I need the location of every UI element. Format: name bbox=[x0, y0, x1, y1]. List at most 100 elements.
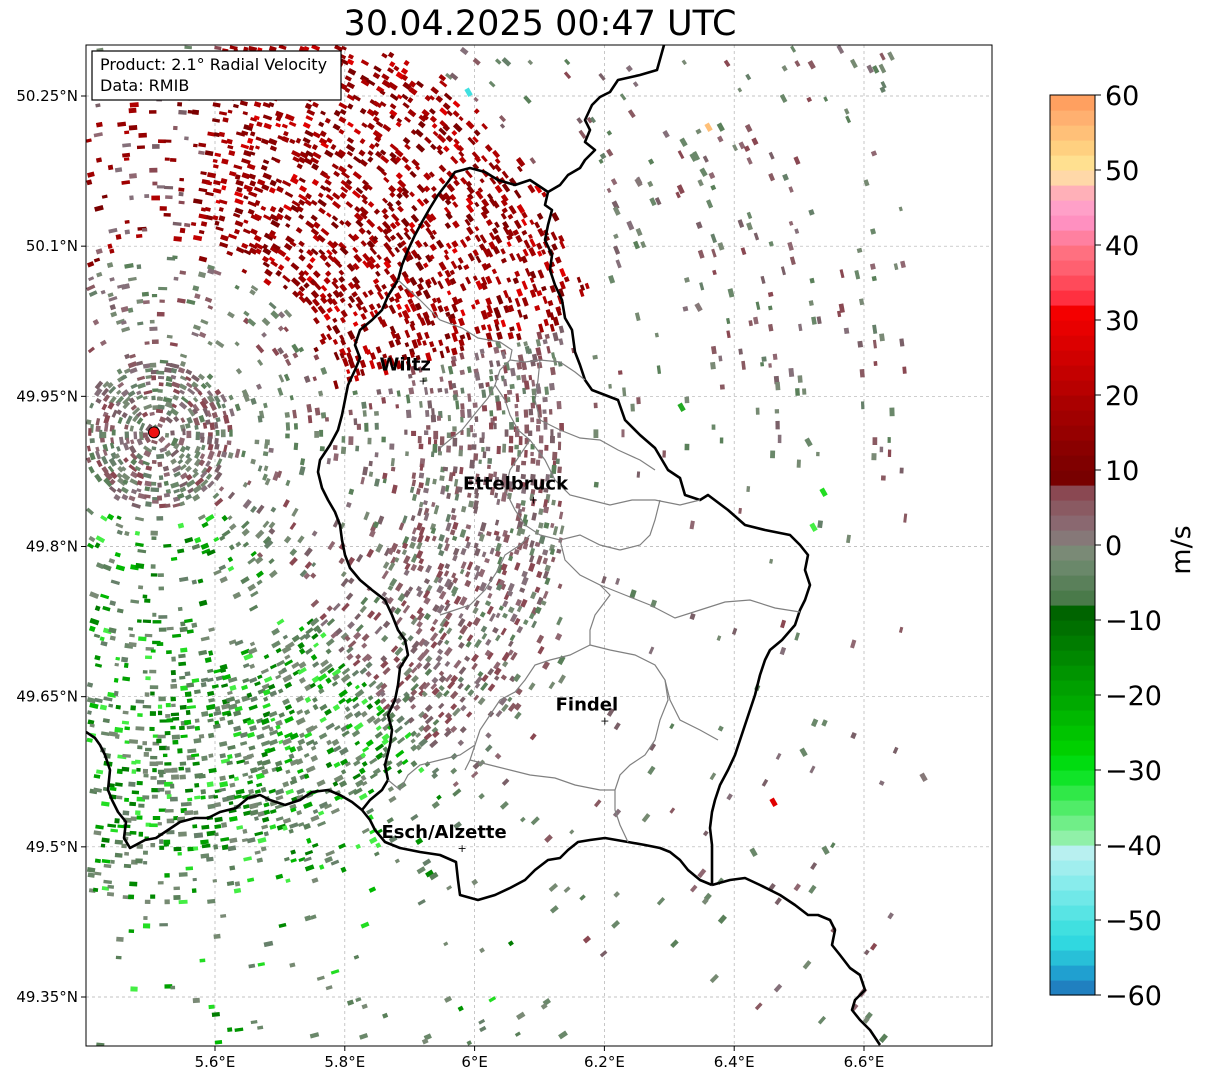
velocity-gate bbox=[107, 823, 117, 828]
velocity-gate bbox=[401, 309, 410, 320]
velocity-gate bbox=[246, 731, 255, 739]
velocity-gate bbox=[472, 136, 479, 143]
velocity-gate bbox=[212, 492, 220, 500]
velocity-gate bbox=[323, 803, 333, 810]
colorbar-tick-label: 60 bbox=[1105, 81, 1139, 112]
velocity-gate bbox=[339, 316, 346, 324]
velocity-gate bbox=[198, 331, 207, 339]
velocity-gate bbox=[213, 668, 223, 674]
velocity-gate bbox=[247, 200, 258, 208]
velocity-gate bbox=[593, 799, 602, 808]
velocity-gate bbox=[192, 471, 200, 479]
velocity-gate bbox=[798, 323, 803, 332]
velocity-gate bbox=[536, 404, 542, 412]
velocity-gate bbox=[473, 108, 480, 115]
velocity-gate bbox=[298, 295, 307, 304]
colorbar-tick-label: −50 bbox=[1105, 906, 1162, 937]
velocity-gate bbox=[396, 242, 403, 249]
velocity-gate bbox=[397, 768, 403, 775]
velocity-gate bbox=[410, 760, 418, 768]
velocity-gate bbox=[444, 198, 452, 206]
velocity-gate bbox=[422, 197, 430, 205]
velocity-gate bbox=[396, 736, 406, 745]
velocity-gate bbox=[388, 296, 395, 303]
velocity-gate bbox=[352, 233, 360, 241]
velocity-gate bbox=[187, 387, 196, 396]
colorbar-segment bbox=[1050, 425, 1095, 441]
velocity-gate bbox=[263, 465, 269, 472]
velocity-gate bbox=[549, 382, 555, 391]
velocity-gate bbox=[459, 46, 469, 56]
velocity-gate bbox=[768, 241, 774, 247]
velocity-gate bbox=[709, 973, 719, 984]
velocity-gate bbox=[453, 659, 462, 669]
velocity-gate bbox=[340, 179, 348, 187]
velocity-gate bbox=[320, 227, 330, 237]
velocity-gate bbox=[268, 102, 275, 108]
velocity-gate bbox=[521, 280, 528, 290]
velocity-gate bbox=[116, 409, 122, 416]
velocity-gate bbox=[507, 702, 517, 712]
velocity-gate bbox=[333, 380, 339, 390]
velocity-gate bbox=[184, 493, 193, 501]
velocity-gate bbox=[551, 464, 557, 474]
velocity-gate bbox=[794, 632, 800, 641]
velocity-gate bbox=[107, 243, 113, 249]
velocity-gate bbox=[486, 530, 492, 537]
velocity-gate bbox=[297, 738, 306, 746]
velocity-gate bbox=[344, 712, 354, 720]
velocity-gate bbox=[382, 472, 388, 480]
velocity-gate bbox=[135, 810, 141, 816]
velocity-gate bbox=[109, 600, 117, 606]
velocity-gate bbox=[192, 877, 197, 882]
velocity-gate bbox=[418, 558, 425, 565]
velocity-gate bbox=[130, 404, 138, 411]
velocity-gate bbox=[485, 297, 493, 306]
velocity-gate bbox=[317, 683, 324, 691]
velocity-gate bbox=[278, 922, 287, 929]
velocity-gate bbox=[215, 401, 222, 409]
velocity-gate bbox=[299, 151, 309, 159]
velocity-gate bbox=[221, 451, 228, 458]
velocity-gate bbox=[158, 615, 168, 619]
velocity-gate bbox=[866, 64, 874, 74]
velocity-gate bbox=[410, 563, 418, 572]
velocity-gate bbox=[88, 465, 95, 474]
velocity-gate bbox=[746, 486, 751, 493]
velocity-gate bbox=[468, 500, 475, 508]
velocity-gate bbox=[368, 836, 378, 845]
velocity-gate bbox=[281, 737, 292, 746]
velocity-gate bbox=[298, 248, 304, 254]
velocity-gate bbox=[262, 702, 271, 709]
velocity-gate bbox=[214, 720, 220, 725]
velocity-gate bbox=[726, 317, 731, 325]
velocity-gate bbox=[185, 479, 196, 488]
velocity-gate bbox=[403, 231, 412, 241]
velocity-gate bbox=[362, 291, 369, 299]
velocity-gate bbox=[438, 127, 447, 136]
velocity-gate bbox=[360, 193, 368, 201]
velocity-gate bbox=[557, 655, 566, 666]
velocity-gate bbox=[289, 732, 299, 741]
velocity-gate bbox=[88, 428, 92, 436]
velocity-gate bbox=[136, 417, 144, 425]
velocity-gate bbox=[312, 151, 322, 160]
velocity-gate bbox=[452, 426, 457, 432]
velocity-gate bbox=[297, 290, 305, 298]
velocity-gate bbox=[419, 317, 427, 327]
colorbar-segment bbox=[1050, 845, 1095, 861]
velocity-gate bbox=[139, 431, 144, 441]
velocity-gate bbox=[354, 684, 360, 690]
velocity-gate bbox=[506, 234, 513, 241]
velocity-gate bbox=[290, 204, 301, 213]
velocity-gate bbox=[178, 187, 185, 192]
velocity-gate bbox=[449, 690, 459, 700]
velocity-gate bbox=[312, 624, 321, 632]
velocity-gate bbox=[352, 94, 361, 102]
velocity-gate bbox=[159, 359, 169, 364]
velocity-gate bbox=[320, 618, 329, 627]
velocity-gate bbox=[226, 138, 233, 145]
velocity-gate bbox=[117, 477, 127, 487]
velocity-gate bbox=[473, 96, 479, 103]
velocity-gate bbox=[381, 738, 390, 746]
